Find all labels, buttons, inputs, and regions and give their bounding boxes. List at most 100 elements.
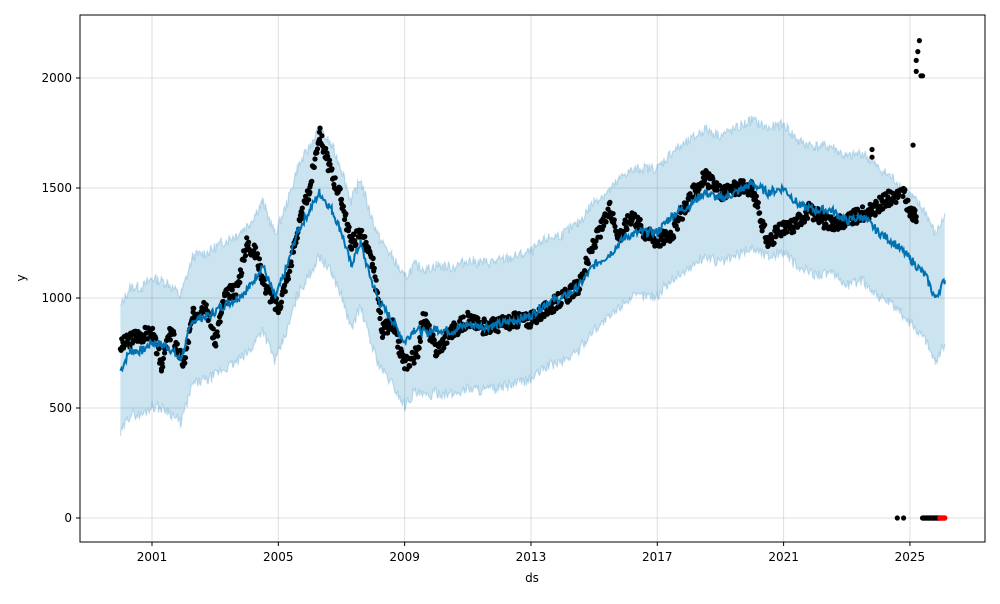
observed-point bbox=[306, 197, 312, 203]
observed-point bbox=[915, 49, 921, 55]
observed-point bbox=[203, 302, 209, 308]
forecast-line bbox=[119, 177, 946, 373]
observed-point bbox=[611, 217, 617, 223]
observed-point bbox=[371, 265, 377, 271]
observed-point bbox=[312, 156, 318, 162]
observed-point bbox=[679, 216, 686, 222]
observed-point bbox=[309, 178, 315, 184]
observed-point bbox=[901, 515, 907, 521]
observed-point bbox=[167, 337, 173, 343]
observed-point bbox=[757, 210, 763, 216]
observed-point bbox=[338, 196, 345, 202]
observed-point bbox=[755, 204, 761, 210]
observed-point bbox=[902, 187, 908, 193]
observed-point bbox=[913, 68, 919, 74]
observed-point bbox=[229, 287, 235, 293]
observed-point bbox=[714, 187, 720, 193]
y-axis-label: y bbox=[14, 274, 28, 281]
observed-point bbox=[900, 193, 906, 199]
observed-point bbox=[302, 193, 309, 199]
observed-point bbox=[475, 315, 481, 321]
observed-point bbox=[359, 227, 365, 234]
observed-point bbox=[637, 216, 643, 223]
observed-point bbox=[610, 211, 616, 217]
observed-point bbox=[319, 133, 325, 139]
observed-point bbox=[771, 240, 777, 246]
observed-point bbox=[278, 304, 284, 310]
plot-frame bbox=[79, 14, 986, 543]
observed-point bbox=[601, 223, 607, 229]
observed-point bbox=[762, 222, 768, 228]
observed-point bbox=[242, 253, 249, 259]
observed-point bbox=[805, 215, 811, 221]
observed-point bbox=[873, 199, 880, 205]
x-tick-label: 2005 bbox=[263, 550, 294, 564]
interval-lower-edge bbox=[119, 244, 946, 436]
observed-point bbox=[171, 331, 177, 337]
observed-point bbox=[254, 251, 261, 257]
observed-point bbox=[325, 153, 331, 159]
observed-point bbox=[326, 157, 333, 163]
observed-point bbox=[905, 197, 911, 203]
observed-point bbox=[674, 226, 681, 232]
observed-point bbox=[910, 142, 916, 148]
observed-point bbox=[755, 200, 761, 206]
observed-point bbox=[150, 325, 156, 331]
observed-point bbox=[327, 161, 333, 167]
observed-point bbox=[214, 329, 220, 335]
observed-point bbox=[794, 224, 801, 230]
observed-point bbox=[317, 125, 323, 131]
observed-point bbox=[125, 340, 131, 346]
observed-point bbox=[373, 277, 379, 283]
observed-point bbox=[765, 242, 772, 249]
x-tick-label: 2021 bbox=[768, 550, 799, 564]
observed-point bbox=[417, 338, 423, 344]
observed-point bbox=[597, 234, 604, 240]
observed-point bbox=[241, 257, 247, 263]
observed-point bbox=[213, 343, 219, 349]
highlighted-point bbox=[941, 515, 948, 521]
observed-point bbox=[362, 234, 368, 240]
observed-point bbox=[894, 515, 900, 521]
observed-point bbox=[314, 150, 320, 156]
observed-point bbox=[353, 241, 359, 247]
interval-upper-edge bbox=[120, 115, 946, 305]
observed-point bbox=[607, 199, 613, 205]
observed-point bbox=[162, 350, 168, 356]
observed-point bbox=[859, 204, 866, 210]
observed-point bbox=[460, 314, 466, 320]
observed-point bbox=[239, 270, 245, 276]
observed-point bbox=[369, 261, 375, 267]
observed-point bbox=[893, 199, 899, 205]
observed-point bbox=[278, 299, 285, 305]
observed-point bbox=[426, 322, 432, 328]
observed-point bbox=[154, 351, 160, 357]
x-tick-label: 2001 bbox=[137, 550, 168, 564]
observed-point bbox=[332, 175, 338, 181]
observed-point bbox=[256, 256, 262, 262]
observed-point bbox=[246, 239, 252, 245]
observed-point bbox=[160, 364, 166, 370]
observed-point bbox=[912, 207, 918, 213]
observed-point bbox=[174, 341, 180, 347]
observed-point bbox=[431, 337, 437, 343]
observed-point bbox=[913, 219, 919, 225]
observed-point bbox=[337, 186, 343, 192]
observed-point bbox=[182, 355, 189, 361]
observed-point bbox=[869, 146, 875, 153]
y-tick-label: 0 bbox=[64, 511, 72, 525]
x-tick-label: 2009 bbox=[389, 550, 420, 564]
observed-point bbox=[285, 276, 291, 282]
x-tick-label: 2025 bbox=[895, 550, 926, 564]
observed-point bbox=[323, 145, 329, 152]
x-tick-label: 2013 bbox=[516, 550, 547, 564]
observed-point bbox=[441, 345, 447, 351]
observed-point bbox=[287, 268, 293, 274]
grid bbox=[80, 15, 985, 542]
observed-point bbox=[191, 305, 197, 311]
observed-point bbox=[753, 193, 760, 199]
observed-point bbox=[444, 340, 450, 346]
observed-point bbox=[416, 345, 422, 351]
observed-point bbox=[913, 57, 919, 64]
